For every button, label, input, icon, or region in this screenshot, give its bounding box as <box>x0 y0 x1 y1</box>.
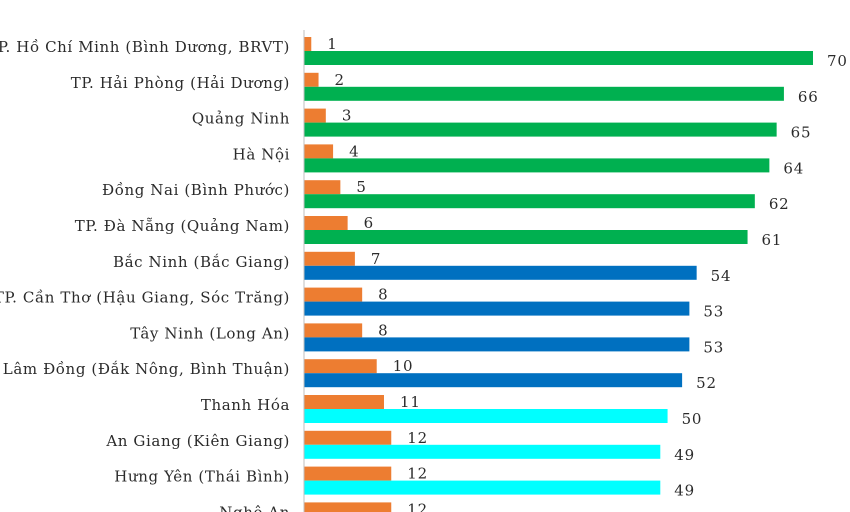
category-label: Hà Nội <box>233 145 290 163</box>
data-label-series2: 65 <box>791 124 812 142</box>
category-label: TP. Đà Nẵng (Quảng Nam) <box>75 217 290 235</box>
category-label: TP. Hải Phòng (Hải Dương) <box>71 74 290 92</box>
bar-series2 <box>304 265 697 280</box>
data-label-series2: 49 <box>674 482 695 500</box>
data-label-series1: 5 <box>356 178 366 196</box>
bar-series2 <box>304 480 661 495</box>
bar-series1 <box>304 323 363 338</box>
bar-series2 <box>304 122 777 137</box>
data-label-series1: 11 <box>400 393 421 411</box>
bar-series1 <box>304 359 377 374</box>
bar-series1 <box>304 180 341 195</box>
bar-series2 <box>304 194 755 209</box>
bar-series2 <box>304 51 813 65</box>
bar-series1 <box>304 251 355 266</box>
bar-series1 <box>304 108 326 123</box>
bar-series1 <box>304 395 384 409</box>
category-label: Nghệ An <box>219 503 290 512</box>
bar-series1 <box>304 216 348 230</box>
data-label-series2: 62 <box>769 195 790 213</box>
bar-series2 <box>304 301 690 316</box>
bar-series1 <box>304 37 312 51</box>
bar-series1 <box>304 466 392 481</box>
data-label-series2: 64 <box>783 159 804 177</box>
data-label-series1: 10 <box>393 357 414 375</box>
category-label: Đồng Nai (Bình Phước) <box>102 181 290 199</box>
category-label: Quảng Ninh <box>192 110 290 128</box>
data-label-series2: 50 <box>682 410 703 428</box>
data-label-series2: 66 <box>798 88 819 106</box>
bar-series2 <box>304 444 661 459</box>
category-label: Bắc Ninh (Bắc Giang) <box>113 253 290 271</box>
category-label: Hưng Yên (Thái Bình) <box>114 468 290 486</box>
category-label: Thanh Hóa <box>201 396 290 414</box>
data-label-series2: 52 <box>696 374 717 392</box>
bar-series1 <box>304 287 363 302</box>
data-label-series1: 7 <box>371 250 381 268</box>
data-label-series2: 70 <box>827 52 848 70</box>
data-label-series2: 49 <box>674 446 695 464</box>
data-label-series1: 1 <box>327 35 337 53</box>
category-label: TP. Hồ Chí Minh (Bình Dương, BRVT) <box>0 38 290 56</box>
data-label-series2: 53 <box>703 303 724 321</box>
bar-series2 <box>304 230 748 244</box>
data-label-series2: 53 <box>703 338 724 356</box>
bar-series2 <box>304 86 784 101</box>
data-label-series1: 2 <box>335 71 345 89</box>
data-label-series2: 61 <box>762 231 783 249</box>
bar-series1 <box>304 144 334 159</box>
bar-series1 <box>304 430 392 445</box>
bar-series2 <box>304 337 690 352</box>
category-label: An Giang (Kiên Giang) <box>105 432 290 450</box>
data-label-series1: 3 <box>342 107 352 125</box>
category-label: TP. Cần Thơ (Hậu Giang, Sóc Trăng) <box>0 289 290 307</box>
category-label: Lâm Đồng (Đắk Nông, Bình Thuận) <box>3 360 290 378</box>
data-label-series1: 12 <box>407 429 428 447</box>
bar-series2 <box>304 373 683 388</box>
data-label-series1: 8 <box>378 286 388 304</box>
data-label-series1: 12 <box>407 500 428 512</box>
data-label-series1: 6 <box>364 214 374 232</box>
bar-series1 <box>304 502 392 512</box>
bar-series2 <box>304 409 668 423</box>
data-label-series1: 8 <box>378 321 388 339</box>
bar-series2 <box>304 158 770 173</box>
data-label-series1: 12 <box>407 465 428 483</box>
category-label: Tây Ninh (Long An) <box>130 324 290 342</box>
bar-series1 <box>304 72 319 87</box>
data-label-series2: 54 <box>711 267 732 285</box>
data-label-series1: 4 <box>349 142 359 160</box>
